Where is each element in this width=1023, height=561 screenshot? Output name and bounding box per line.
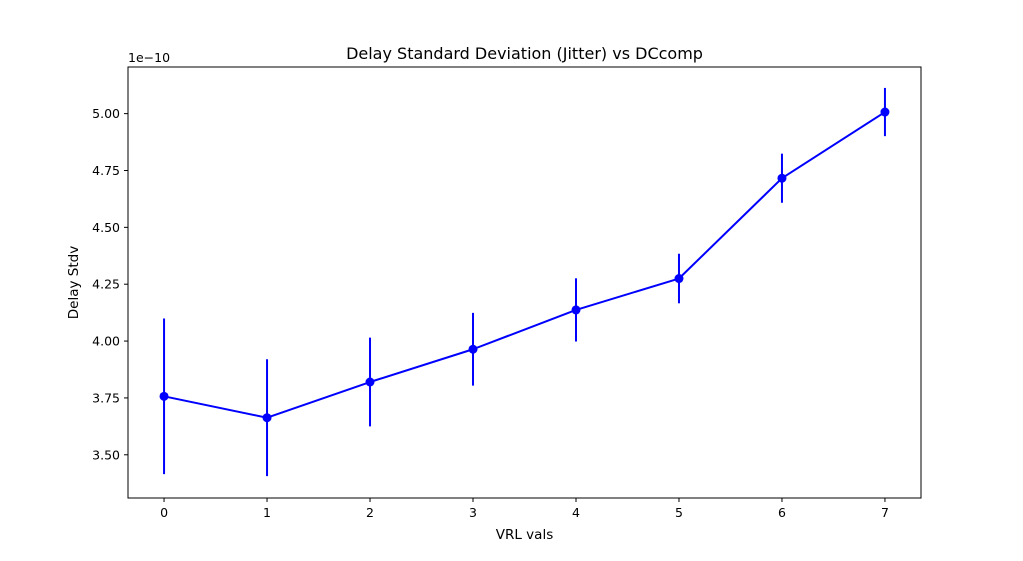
y-tick-label: 3.50 <box>92 447 120 462</box>
data-point <box>777 173 787 183</box>
series-group <box>159 87 890 477</box>
y-tick-label: 4.25 <box>92 277 120 292</box>
y-axis-label: Delay Stdv <box>66 246 82 319</box>
x-tick-label: 4 <box>572 505 580 520</box>
data-point <box>262 413 272 423</box>
data-point <box>674 274 684 284</box>
y-tick-label: 4.00 <box>92 334 120 349</box>
x-tick-label: 3 <box>469 505 477 520</box>
plot-layer <box>159 87 890 477</box>
series-line <box>163 111 886 419</box>
y-tick-label: 4.50 <box>92 220 120 235</box>
data-point <box>365 377 375 387</box>
data-point <box>880 107 890 117</box>
y-tick-label: 5.00 <box>92 106 120 121</box>
x-tick-label: 6 <box>778 505 786 520</box>
y-axis-offset-label: 1e−10 <box>128 50 170 65</box>
x-tick-label: 1 <box>263 505 271 520</box>
x-axis-ticks: 0 1 2 3 4 5 6 7 <box>160 498 889 520</box>
data-point <box>571 305 581 315</box>
chart-title: Delay Standard Deviation (Jitter) vs DCc… <box>346 44 703 63</box>
data-point <box>468 344 478 354</box>
plot-area-frame <box>127 66 922 499</box>
data-point <box>159 391 169 401</box>
x-axis-label: VRL vals <box>496 527 553 543</box>
x-tick-label: 7 <box>881 505 889 520</box>
y-tick-label: 4.75 <box>92 163 120 178</box>
y-tick-label: 3.75 <box>92 390 120 405</box>
x-tick-label: 0 <box>160 505 168 520</box>
x-tick-label: 5 <box>675 505 683 520</box>
x-tick-label: 2 <box>366 505 374 520</box>
y-axis-ticks: 3.50 3.75 4.00 4.25 4.50 4.75 5.00 <box>92 106 128 462</box>
